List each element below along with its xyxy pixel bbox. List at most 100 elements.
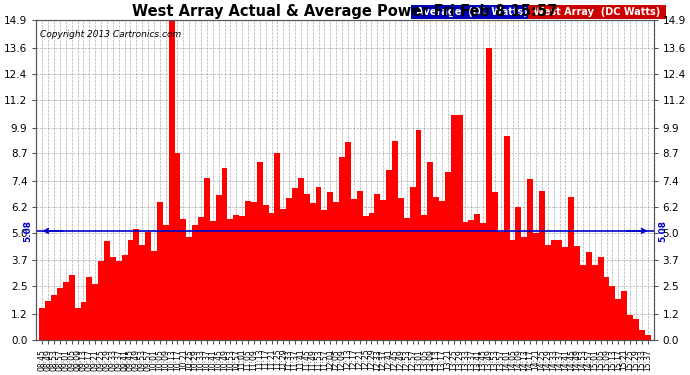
Bar [333, 202, 339, 340]
Bar [486, 48, 492, 340]
Bar [322, 210, 327, 340]
Bar [492, 192, 497, 340]
Bar [46, 301, 51, 340]
Bar [527, 179, 533, 340]
Bar [57, 288, 63, 340]
Bar [315, 187, 322, 340]
Bar [480, 222, 486, 340]
Bar [497, 232, 504, 340]
Bar [92, 284, 98, 340]
Bar [404, 218, 410, 340]
Bar [433, 196, 439, 340]
Bar [81, 302, 86, 340]
Bar [198, 217, 204, 340]
Bar [357, 191, 363, 340]
Bar [139, 245, 145, 340]
Bar [586, 252, 592, 340]
Bar [145, 232, 151, 340]
Bar [509, 240, 515, 340]
Bar [286, 198, 292, 340]
Bar [469, 220, 474, 340]
Bar [98, 261, 104, 340]
Bar [345, 142, 351, 340]
Bar [193, 225, 198, 340]
Bar [51, 295, 57, 340]
Bar [339, 157, 345, 340]
Bar [451, 115, 457, 340]
Bar [257, 162, 263, 340]
Bar [392, 141, 398, 340]
Bar [580, 266, 586, 340]
Title: West Array Actual & Average Power Fri Feb 8 15:57: West Array Actual & Average Power Fri Fe… [132, 4, 558, 19]
Bar [280, 209, 286, 340]
Text: 5.08: 5.08 [23, 220, 32, 242]
Bar [69, 276, 75, 340]
Bar [504, 136, 509, 340]
Bar [398, 198, 404, 340]
Bar [410, 187, 415, 340]
Bar [263, 205, 268, 340]
Bar [268, 213, 275, 340]
Bar [598, 257, 604, 340]
Bar [386, 170, 392, 340]
Bar [439, 201, 445, 340]
Bar [592, 265, 598, 340]
Bar [604, 278, 609, 340]
Bar [298, 178, 304, 340]
Bar [639, 330, 644, 340]
Bar [39, 308, 46, 340]
Bar [327, 192, 333, 340]
Bar [609, 286, 615, 340]
Bar [204, 177, 210, 340]
Bar [75, 308, 81, 340]
Bar [474, 214, 480, 340]
Bar [251, 202, 257, 340]
Bar [216, 195, 221, 340]
Bar [163, 225, 168, 340]
Bar [569, 197, 574, 340]
Bar [615, 300, 621, 340]
Bar [275, 153, 280, 340]
Bar [557, 240, 562, 340]
Bar [310, 204, 315, 340]
Bar [292, 188, 298, 340]
Bar [621, 291, 627, 340]
Bar [422, 215, 427, 340]
Bar [63, 282, 69, 340]
Bar [175, 153, 181, 340]
Bar [462, 222, 469, 340]
Text: Copyright 2013 Cartronics.com: Copyright 2013 Cartronics.com [39, 30, 181, 39]
Bar [157, 202, 163, 340]
Bar [181, 219, 186, 340]
Bar [457, 115, 462, 340]
Bar [186, 237, 193, 340]
Bar [168, 20, 175, 340]
Bar [644, 335, 651, 340]
Bar [380, 201, 386, 340]
Bar [539, 190, 545, 340]
Bar [445, 172, 451, 340]
Bar [562, 247, 569, 340]
Text: West Array  (DC Watts): West Array (DC Watts) [530, 7, 664, 17]
Bar [110, 257, 116, 340]
Bar [522, 237, 527, 340]
Bar [351, 199, 357, 340]
Bar [633, 319, 639, 340]
Text: Average  (DC Watts): Average (DC Watts) [413, 7, 531, 17]
Bar [427, 162, 433, 340]
Bar [304, 194, 310, 340]
Bar [368, 213, 375, 340]
Bar [245, 201, 251, 340]
Bar [228, 219, 233, 340]
Bar [133, 229, 139, 340]
Bar [104, 241, 110, 340]
Bar [545, 245, 551, 340]
Bar [533, 233, 539, 340]
Bar [551, 240, 557, 340]
Bar [574, 246, 580, 340]
Bar [221, 168, 228, 340]
Bar [116, 261, 121, 340]
Bar [86, 277, 92, 340]
Bar [627, 315, 633, 340]
Text: 5.08: 5.08 [658, 220, 667, 242]
